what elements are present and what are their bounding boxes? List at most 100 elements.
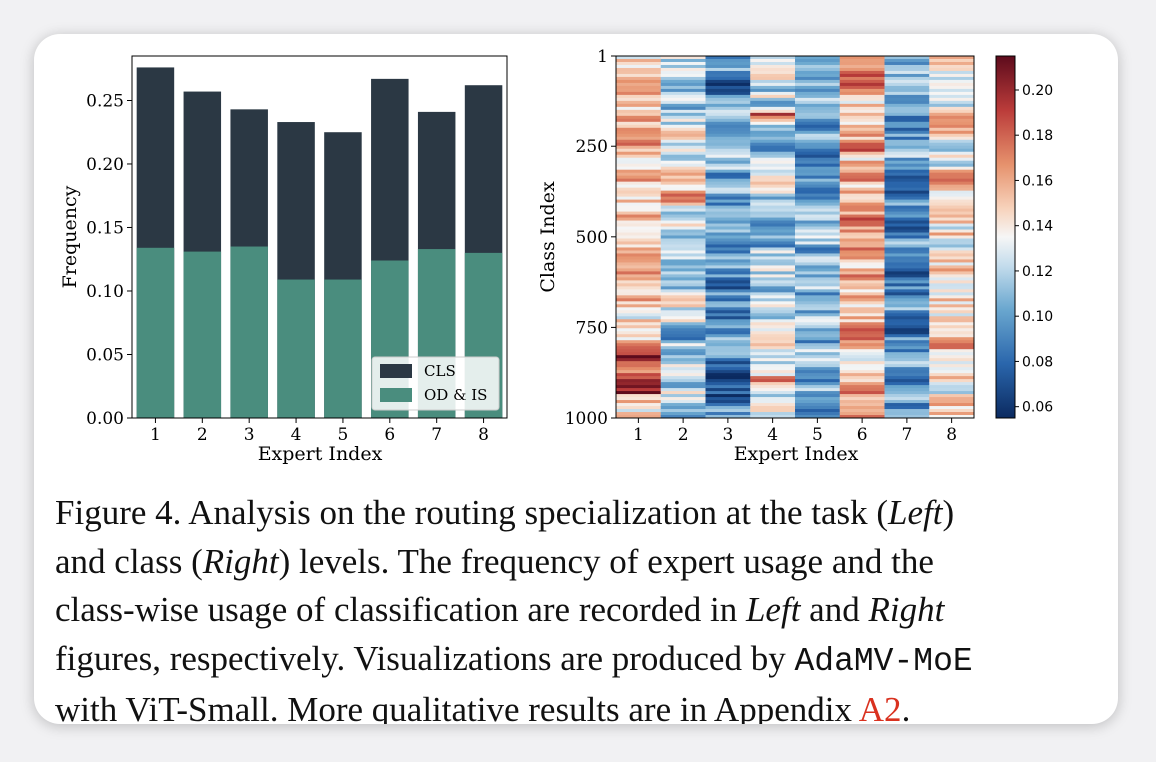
heatmap-cell [705,280,751,284]
heatmap-cell [705,382,751,386]
heatmap-cell [929,58,975,63]
heatmap-cell [929,241,975,245]
heatmap-cell [616,127,662,132]
heatmap-cell [616,340,662,344]
caption-model-name: AdaMV-MoE [794,642,973,680]
heatmap-cell [884,358,930,362]
heatmap-cell [929,175,975,180]
heatmap-cell [795,304,841,308]
heatmap-cell [839,304,885,308]
heatmap-cell [705,265,751,269]
heatmap-cell [750,100,796,105]
heatmap-cell [884,94,930,99]
heatmap-cell [616,91,662,96]
heatmap-cell [795,319,841,323]
caption-text: figures, respectively. Visualizations ar… [55,638,795,678]
heatmap-cell [705,190,751,195]
heatmap-cell [929,412,975,416]
heatmap-cell [616,343,662,347]
heatmap-cell [705,253,751,257]
heatmap-cell [884,385,930,389]
heatmap-cell [884,376,930,380]
heatmap-cell [929,229,975,234]
heatmap-cell [795,109,841,114]
heatmap-cell [616,364,662,368]
heatmap-cell [705,316,751,320]
heatmap-cell [929,217,975,222]
heatmap-cell [750,334,796,338]
heatmap-cell [795,403,841,407]
heatmap-cell [660,85,706,90]
heatmap-cell [750,400,796,404]
heatmap-cell [705,208,751,213]
heatmap-cell [616,187,662,192]
heatmap-cell [616,388,662,392]
figure-card: 0.00 0.05 0.10 0.15 0.20 0.25 1 2 3 4 5 6 7 8 Expert… [34,34,1118,724]
colorbar-tick-label: 0.16 [1022,173,1053,189]
heatmap-cell [660,400,706,404]
heatmap-cell [660,64,706,69]
heatmap-cell [616,169,662,174]
heatmap-cell [884,241,930,245]
heatmap-cell [660,76,706,81]
heatmap-cell [660,172,706,177]
heatmap-cell [660,319,706,323]
heatmap-cell [616,253,662,257]
heatmap-cell [929,298,975,302]
heatmap-cell [705,286,751,290]
heatmap-cell [795,160,841,165]
heatmap-cell [660,193,706,198]
heatmap-cell [750,370,796,374]
heatmap-cell [795,376,841,380]
heatmap-cell [795,169,841,174]
heatmap-cell [884,112,930,117]
heatmap-cell [705,304,751,308]
heatmap-cell [750,187,796,192]
heatmap-cell [705,400,751,404]
heatmap-cell [660,202,706,207]
heatmap-cell [660,241,706,245]
heatmap-cell [795,85,841,90]
heatmap-cell [795,61,841,66]
heatmap-cell [750,109,796,114]
heatmap-cell [929,160,975,165]
heatmap-cell [839,73,885,78]
heatmap-cell [750,175,796,180]
heatmap-cell [660,166,706,171]
heatmap-cell [839,85,885,90]
heatmap-cell [929,313,975,317]
heatmap-cell [929,205,975,210]
legend-label-cls: CLS [424,362,456,380]
heatmap-cell [795,235,841,239]
heatmap-cell [929,187,975,192]
heatmap-cell [884,334,930,338]
heatmap-cell [839,181,885,186]
heatmap-cell [795,391,841,395]
heatmap-cell [616,193,662,198]
heatmap-cell [795,322,841,326]
heatmap-cell [660,307,706,311]
heatmap-cell [839,283,885,287]
heatmap-cell [750,238,796,242]
heatmap-cell [705,56,751,60]
heatmap-cell [616,313,662,317]
heatmap-cell [839,241,885,245]
heatmap-cell [750,256,796,260]
heatmap-cell [839,61,885,66]
heatmap-cell [705,352,751,356]
heatmap-cell [884,253,930,257]
heatmap-cell [839,415,885,419]
heatmap-cell [795,157,841,162]
heatmap-cell [660,79,706,84]
heatmap-cell [750,394,796,398]
heatmap-cell [839,328,885,332]
heatmap-cell [705,373,751,377]
heatmap-cell [884,382,930,386]
heatmap-cell [929,133,975,138]
appendix-link[interactable]: A2 [858,690,902,724]
heatmap-cell [616,403,662,407]
heatmap-cell [795,343,841,347]
heatmap-cell [884,391,930,395]
heatmap-cell [660,304,706,308]
heatmap-cell [750,382,796,386]
